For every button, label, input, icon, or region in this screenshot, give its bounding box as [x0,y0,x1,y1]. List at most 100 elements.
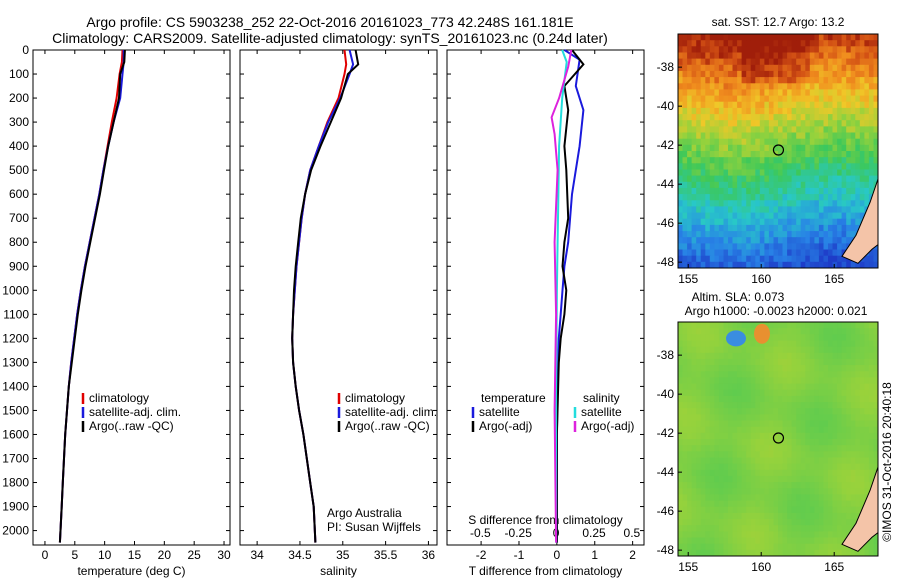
x-tick-label: 10 [98,548,112,562]
credit-text: ©IMOS 31-Oct-2016 20:40:18 [880,382,894,542]
legend-label: satellite [479,405,520,419]
map-y-tick-label: -40 [657,387,675,401]
depth-tick-label: 1300 [2,355,29,369]
depth-tick-label: 1700 [2,451,29,465]
depth-tick-label: 100 [9,67,29,81]
sla-map [677,321,879,557]
salinity-line-2 [291,49,360,543]
x-tick-label: 36 [422,548,436,562]
map-x-tick-label: 165 [824,560,844,574]
depth-tick-label: 600 [9,187,29,201]
depth-tick-label: 1500 [2,403,29,417]
salinity-diff-axis-label: S difference from climatology [468,513,623,527]
salinity-diff-tick-label: -0.5 [470,526,491,540]
legend-label: climatology [345,391,405,405]
sst-map [677,33,879,269]
temp-diff-axis-label: T difference from climatology [469,564,623,578]
x-tick-label: 15 [128,548,142,562]
map-x-tick-label: 160 [751,560,771,574]
sla-map-title: Altim. SLA: 0.073 [692,290,785,304]
x-tick-label: 2 [629,548,636,562]
depth-tick-label: 700 [9,211,29,225]
depth-tick-label: 400 [9,139,29,153]
map-x-tick-label: 155 [678,272,698,286]
depth-tick-label: 1800 [2,476,29,490]
argo-float-marker [772,144,785,156]
legend-label: satellite-adj. clim. [345,405,437,419]
map-y-tick-label: -42 [657,138,675,152]
depth-tick-label: 1400 [2,379,29,393]
sst-map-frame [677,33,879,269]
map-y-tick-label: -38 [657,60,675,74]
sla-high-blob [754,323,770,344]
depth-tick-label: 1000 [2,283,29,297]
sla-map-frame [677,321,879,557]
depth-tick-label: 200 [9,91,29,105]
annotation-line: Argo Australia [327,506,402,520]
depth-tick-label: 900 [9,259,29,273]
x-tick-label: 1 [591,548,598,562]
legend-label: Argo(-adj) [581,419,634,433]
figure-title-line1: Argo profile: CS 5903238_252 22-Oct-2016… [86,14,574,30]
map-y-tick-label: -38 [657,348,675,362]
x-tick-label: 5 [71,548,78,562]
temperature-axis-label: temperature (deg C) [77,564,185,578]
x-tick-label: 25 [188,548,202,562]
map-y-tick-label: -44 [657,465,675,479]
x-tick-label: -1 [514,548,525,562]
legend-label: satellite [581,405,622,419]
map-x-tick-label: 165 [824,272,844,286]
salinity-line-1 [291,49,355,543]
x-tick-label: 30 [217,548,231,562]
legend-title-temperature: temperature [481,391,546,405]
legend-label: climatology [89,391,149,405]
sst-map-title: sat. SST: 12.7 Argo: 13.2 [712,15,845,29]
sla-map-subtitle: Argo h1000: -0.0023 h2000: 0.021 [685,304,868,318]
land-mass [841,178,878,264]
map-y-tick-label: -44 [657,177,675,191]
legend-label: Argo(..raw -QC) [345,419,430,433]
x-tick-label: -2 [476,548,487,562]
sla-low-blob [726,330,746,347]
salinity-line-0 [291,49,348,543]
depth-tick-label: 1600 [2,427,29,441]
x-tick-label: 0 [42,548,49,562]
x-tick-label: 20 [158,548,172,562]
map-y-tick-label: -46 [657,216,675,230]
sla-map-field [678,322,878,556]
map-y-tick-label: -48 [657,255,675,269]
salinity-diff-tick-label: -0.25 [505,526,533,540]
map-y-tick-label: -42 [657,426,675,440]
salinity-diff-tick-label: 0.5 [624,526,641,540]
temperature-line-2 [58,49,126,543]
legend-title-salinity: salinity [583,391,620,405]
x-tick-label: 34 [250,548,264,562]
profile-panel-1-frame [239,49,438,546]
depth-tick-label: 800 [9,235,29,249]
depth-tick-label: 0 [22,43,29,57]
legend-label: Argo(-adj) [479,419,532,433]
depth-tick-label: 1200 [2,331,29,345]
legend-label: satellite-adj. clim. [89,405,181,419]
annotation-line: PI: Susan Wijffels [327,520,421,534]
land-mass [841,466,878,552]
profile-panel-0-frame [32,49,231,546]
depth-tick-label: 2000 [2,524,29,538]
legend-label: Argo(..raw -QC) [89,419,174,433]
sst-map-field [678,34,878,268]
profile-panel-2-frame [446,49,645,546]
difference-line-1 [555,49,585,543]
depth-tick-label: 300 [9,115,29,129]
map-y-tick-label: -46 [657,504,675,518]
salinity-axis-label: salinity [320,564,357,578]
x-tick-label: 34.5 [288,548,312,562]
x-tick-label: 35.5 [374,548,398,562]
map-x-tick-label: 155 [678,560,698,574]
x-tick-label: 35 [336,548,350,562]
salinity-diff-tick-label: 0.25 [582,526,606,540]
x-tick-label: 0 [554,548,561,562]
map-y-tick-label: -48 [657,543,675,557]
map-y-tick-label: -40 [657,99,675,113]
map-x-tick-label: 160 [751,272,771,286]
